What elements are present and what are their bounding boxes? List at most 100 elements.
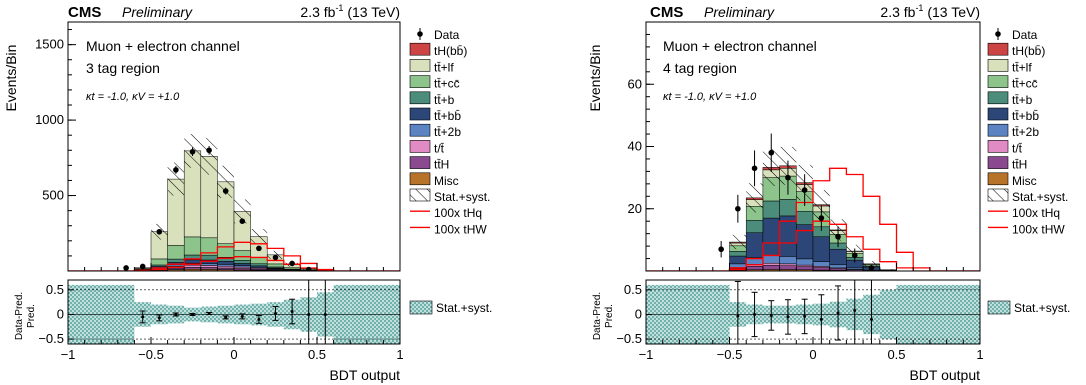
legend-label-tt-h: tt̄H (434, 158, 449, 172)
legend-label-tt-2b: tt̄+2b (434, 125, 461, 139)
legend-label-tt-lf: tt̄+lf (434, 60, 454, 74)
legend-label-th-bb: tH(bb̄) (434, 44, 467, 58)
data-marker (123, 265, 129, 271)
ratio-y-label-denominator: Pred. (604, 304, 615, 328)
ratio-y-label-denominator: Pred. (26, 304, 37, 328)
data-point (139, 263, 146, 270)
legend-label-misc: Misc (434, 174, 459, 188)
bar-tt-b (796, 210, 814, 225)
legend-label-tt-bb: tt̄+bb̄ (434, 109, 461, 123)
data-marker (173, 167, 179, 173)
x-tick-label: 1 (396, 347, 403, 362)
data-marker (785, 174, 791, 181)
ratio-marker (257, 317, 261, 321)
legend-label-t-t: t/t̄ (434, 141, 445, 155)
bar-tt-2b (729, 263, 747, 268)
bar-tt-cc (217, 243, 235, 258)
ratio-point (156, 314, 163, 322)
data-point (768, 133, 775, 172)
bar-tt-cc (150, 258, 168, 266)
ratio-marker (869, 317, 873, 321)
ratio-marker (174, 312, 178, 316)
ratio-point (272, 306, 279, 321)
ratio-marker (207, 311, 211, 315)
legend-swatch-tt-h (409, 156, 431, 169)
bar-tt-h (762, 265, 780, 270)
legend-data-marker (995, 31, 1001, 37)
uncertainty-band (167, 162, 185, 196)
legend-swatch-stat-syst (987, 188, 1009, 202)
data-point (222, 187, 229, 195)
data-marker (189, 148, 196, 155)
ratio-y-tick-label: 0 (635, 306, 642, 321)
legend-swatch-th-bb (409, 42, 431, 56)
legend-swatch-tt-cc (409, 75, 431, 88)
ratio-point (206, 311, 213, 315)
ratio-point (734, 280, 741, 344)
ratio-marker (323, 312, 327, 316)
ratio-point (323, 280, 327, 344)
bar-tt-b (200, 254, 218, 261)
data-point (256, 245, 262, 252)
data-marker (305, 266, 312, 271)
data-marker (835, 233, 841, 240)
data-marker (851, 252, 858, 259)
legend-swatch-tt-2b (409, 123, 431, 137)
bar-tt-bb (796, 224, 814, 260)
ratio-point (853, 280, 857, 344)
legend-data-marker (417, 31, 423, 37)
ratio-marker (157, 316, 161, 320)
data-point (785, 160, 791, 195)
data-marker (256, 245, 262, 252)
ratio-marker (803, 314, 807, 318)
legend-swatch-t-t (987, 140, 1009, 153)
legend-swatch-tt-b (987, 91, 1009, 105)
bar-t-t (200, 265, 218, 268)
bar-tt-2b (762, 255, 780, 264)
data-marker (222, 188, 229, 194)
ratio-marker (191, 312, 194, 316)
legend-swatch-th-bb (987, 42, 1009, 56)
uncertainty-band (250, 229, 268, 245)
data-marker (751, 165, 758, 172)
ratio-area (68, 280, 400, 344)
data-marker (801, 187, 808, 193)
ratio-marker (141, 315, 145, 319)
bar-tt-2b (812, 261, 830, 267)
data-marker (272, 254, 279, 261)
main-plot: 20 40 60 (628, 21, 981, 272)
bar-tt-2b (217, 264, 235, 267)
data-marker (868, 265, 875, 271)
data-point (272, 254, 279, 261)
x-axis-label: BDT output (329, 367, 400, 383)
legend-label-ratio-stat-syst: Stat.+syst. (436, 301, 492, 315)
bar-t-t (183, 264, 202, 268)
legend-label-100x-thq: 100x tHq (434, 206, 482, 220)
lumi-label: 2.3 fb-1 (13 TeV) (880, 3, 980, 20)
legend-label-ratio-stat-syst: Stat.+syst. (1014, 301, 1070, 315)
ratio-y-tick-label: −0.5 (38, 331, 64, 346)
legend-swatch-tt-cc (987, 75, 1009, 88)
uncertainty-band (729, 234, 747, 250)
ratio-plot: −0.500.5−1 −0.5 0 0.5 1 (616, 279, 984, 362)
legend-swatch-stat-syst (409, 188, 431, 202)
bar-tt-b (779, 199, 797, 217)
ratio-y-tick-label: 0.5 (624, 282, 642, 297)
bar-tt-cc (250, 257, 268, 265)
bar-tt-bb (233, 263, 251, 266)
x-tick-label: 0.5 (308, 347, 326, 362)
ratio-y-tick-label: −0.5 (616, 331, 642, 346)
x-tick-label: −0.5 (138, 347, 164, 362)
region-annotation: 4 tag region (663, 60, 737, 76)
coupling-annotation: κt = -1.0, κV = +1.0 (663, 91, 757, 103)
legend-label-tt-b: tt̄+b (434, 93, 455, 107)
bar-tt-h (779, 265, 797, 270)
data-point (851, 248, 858, 263)
legend-swatch-tt-lf (409, 59, 431, 72)
bar-tt-h (183, 267, 202, 270)
bar-tt-bb (779, 215, 797, 257)
bar-tt-2b (200, 263, 218, 266)
bar-tt-b (167, 258, 185, 263)
plot-area (68, 134, 400, 271)
